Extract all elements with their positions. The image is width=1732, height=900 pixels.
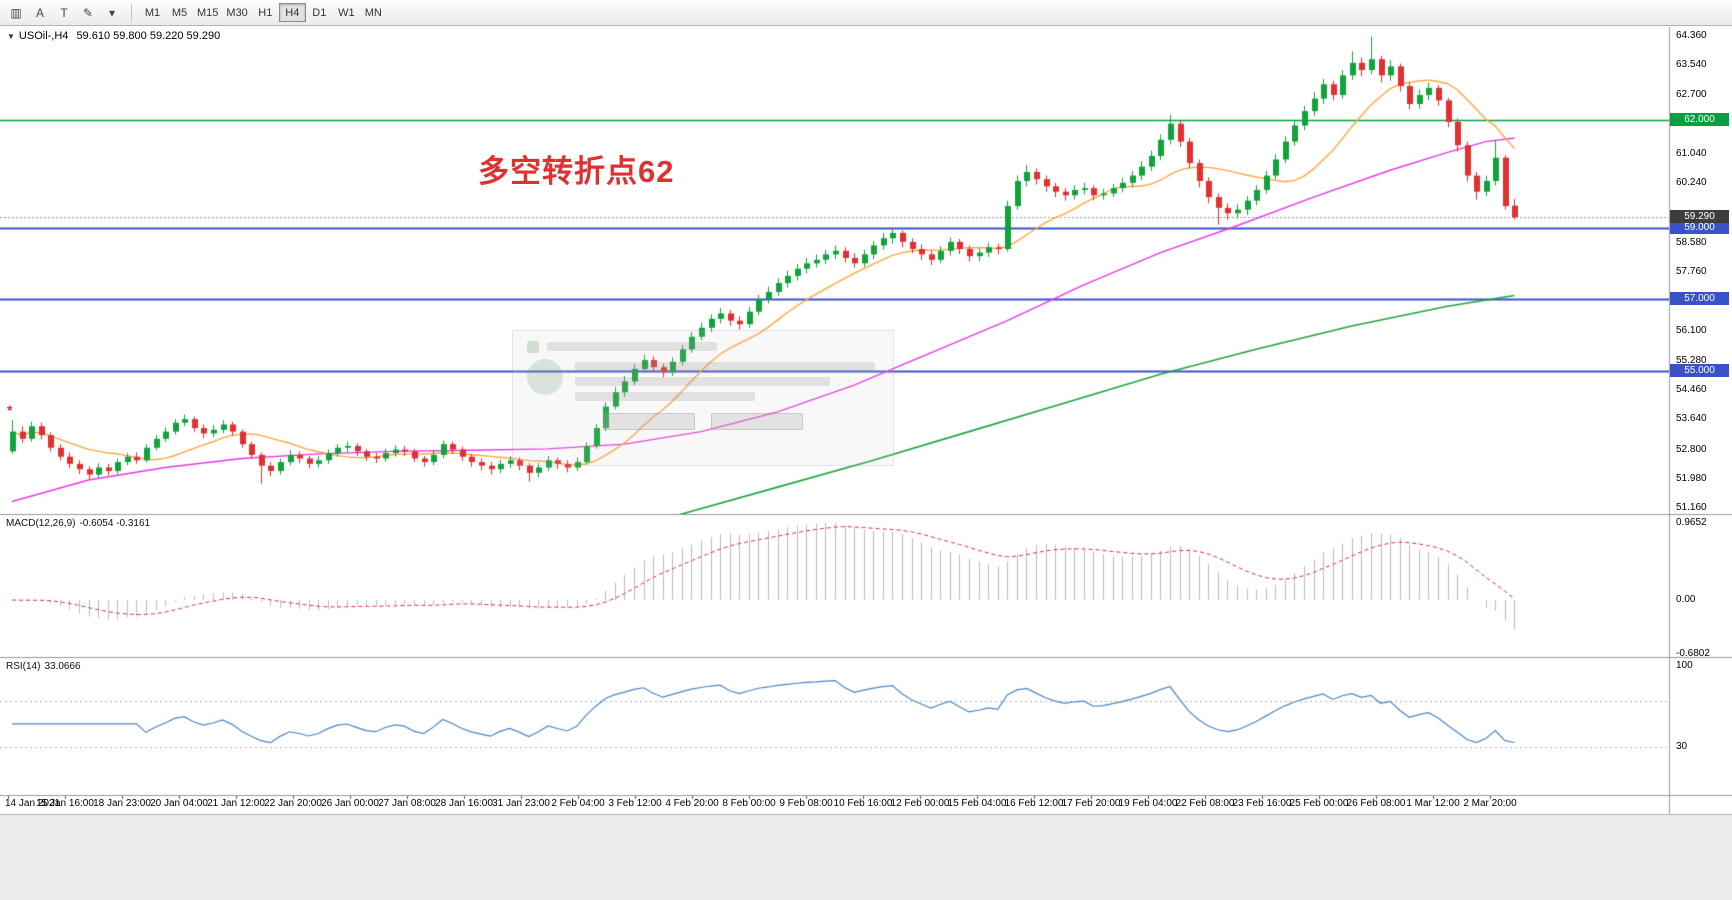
time-axis-label: 18 Jan 23:00 (93, 798, 151, 809)
time-axis-label: 14 Jan 2021 (5, 798, 61, 809)
timeframe-button-h4[interactable]: H4 (278, 3, 306, 22)
timeframe-button-d1[interactable]: D1 (306, 3, 333, 22)
watermark-text-line (575, 377, 830, 386)
watermark-text-line (575, 392, 755, 401)
price-level-badge: 62.000 (1670, 113, 1729, 127)
symbol-info-line: ▼ USOil-,H4 59.610 59.800 59.220 59.290 (7, 30, 220, 42)
watermark-button-row (527, 413, 879, 430)
price-axis-label: 63.540 (1676, 58, 1707, 70)
time-axis-label: 22 Feb 08:00 (1175, 798, 1235, 809)
timeframe-button-mn[interactable]: MN (360, 3, 387, 22)
time-axis-label: 19 Feb 04:00 (1118, 798, 1178, 809)
price-axis-label: 51.980 (1676, 472, 1707, 484)
watermark-title-row (527, 339, 879, 354)
price-axis-label: 61.040 (1676, 148, 1707, 160)
macd-values: -0.6054 -0.3161 (79, 518, 151, 529)
price-axis-label: 64.360 (1676, 29, 1707, 41)
draw-tools-button[interactable]: ✎ (76, 3, 100, 23)
rsi-value: 33.0666 (44, 661, 81, 672)
price-axis-label: 62.700 (1676, 89, 1707, 101)
price-axis-label: 53.640 (1676, 413, 1707, 425)
price-axis-label: 60.240 (1676, 177, 1707, 189)
timeframe-button-m15[interactable]: M15 (193, 3, 222, 22)
ohlc-values-label: 59.610 59.800 59.220 59.290 (76, 30, 221, 42)
timeframe-toolbar: M1 M5 M15 M30 H1 H4 D1 W1 MN (139, 3, 387, 22)
symbol-timeframe-label: USOil-,H4 (18, 30, 69, 42)
price-axis-label: 52.800 (1676, 443, 1707, 455)
timeframe-button-m30[interactable]: M30 (222, 3, 251, 22)
timeframe-button-w1[interactable]: W1 (333, 3, 360, 22)
time-axis-label: 26 Feb 08:00 (1346, 798, 1406, 809)
watermark-button[interactable] (711, 413, 803, 430)
current-price-badge: 59.290 (1670, 210, 1729, 224)
watermark-button[interactable] (603, 413, 695, 430)
price-level-badge: 59.000 (1670, 220, 1729, 234)
time-axis-label: 12 Feb 00:00 (890, 798, 950, 809)
watermark-text-line (575, 362, 875, 371)
timeframe-button-m5[interactable]: M5 (166, 3, 193, 22)
chart-annotation-text: 多空转折点62 (478, 154, 675, 189)
time-axis-label: 31 Jan 23:00 (492, 798, 550, 809)
time-axis-label: 15 Jan 16:00 (36, 798, 94, 809)
macd-title: MACD(12,26,9) -0.6054 -0.3161 (6, 518, 154, 529)
time-axis-label: 4 Feb 20:00 (665, 798, 719, 809)
price-axis-label: 56.100 (1676, 325, 1707, 337)
time-axis-label: 21 Jan 12:00 (207, 798, 265, 809)
timeframe-button-h1[interactable]: H1 (252, 3, 279, 22)
time-axis-label: 27 Jan 08:00 (378, 798, 436, 809)
toolbar-separator (131, 3, 132, 22)
time-axis-label: 9 Feb 08:00 (779, 798, 833, 809)
one-click-trading-icon[interactable]: ▼ (7, 32, 15, 41)
time-axis-label: 20 Jan 04:00 (150, 798, 208, 809)
drawing-tools-group: ▥ A T ✎ ▾ (4, 3, 124, 23)
time-axis-label: 17 Feb 20:00 (1061, 798, 1121, 809)
watermark-body (527, 359, 879, 404)
price-axis-label: 51.160 (1676, 502, 1707, 514)
time-axis-label: 3 Feb 12:00 (608, 798, 662, 809)
price-axis-label: 55.280 (1676, 354, 1707, 366)
time-axis-label: 2 Mar 20:00 (1463, 798, 1517, 809)
rsi-label: RSI(14) (6, 661, 41, 672)
watermark-logo (527, 359, 563, 395)
time-axis-label: 28 Jan 16:00 (435, 798, 493, 809)
watermark-text-line (547, 342, 717, 351)
watermark-icon (527, 340, 539, 353)
watermark-text-block (575, 359, 875, 404)
price-level-badge: 55.000 (1670, 363, 1729, 377)
price-axis-label: 54.460 (1676, 384, 1707, 396)
time-axis-label: 10 Feb 16:00 (833, 798, 893, 809)
draw-tools-chevron-icon[interactable]: ▾ (100, 3, 124, 23)
text-label-button[interactable]: A (28, 3, 52, 23)
time-axis-label: 15 Feb 04:00 (947, 798, 1007, 809)
time-axis-label: 22 Jan 20:00 (264, 798, 322, 809)
time-axis-label: 26 Jan 00:00 (321, 798, 379, 809)
price-axis-label: 57.760 (1676, 265, 1707, 277)
text-cursor-button[interactable]: T (52, 3, 76, 23)
time-axis-label: 2 Feb 04:00 (551, 798, 605, 809)
macd-axis-label: -0.6802 (1676, 648, 1710, 660)
time-axis-label: 23 Feb 16:00 (1232, 798, 1292, 809)
chart-grid-icon[interactable]: ▥ (4, 3, 28, 23)
price-axis-label: 58.580 (1676, 236, 1707, 248)
time-axis-label: 16 Feb 12:00 (1004, 798, 1064, 809)
rsi-title: RSI(14) 33.0666 (6, 661, 85, 672)
macd-axis-label: 0.00 (1676, 594, 1696, 605)
time-axis-label: 8 Feb 00:00 (722, 798, 776, 809)
rsi-axis-label: 30 (1676, 740, 1688, 752)
star-marker-icon: * (7, 402, 13, 419)
timeframe-button-m1[interactable]: M1 (139, 3, 166, 22)
time-axis-label: 1 Mar 12:00 (1406, 798, 1460, 809)
watermark-dialog (512, 330, 894, 466)
price-level-badge: 57.000 (1670, 292, 1729, 306)
macd-label: MACD(12,26,9) (6, 518, 76, 529)
time-axis-label: 25 Feb 00:00 (1289, 798, 1349, 809)
macd-axis-label: 0.9652 (1676, 517, 1707, 528)
rsi-axis-label: 100 (1676, 660, 1693, 671)
top-toolbar: ▥ A T ✎ ▾ M1 M5 M15 M30 H1 H4 D1 W1 MN (0, 0, 1732, 26)
